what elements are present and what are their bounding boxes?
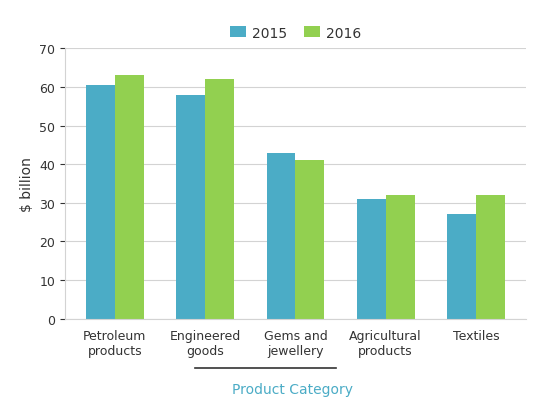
Bar xyxy=(447,215,476,319)
Bar xyxy=(476,196,505,319)
Bar xyxy=(86,86,115,319)
Y-axis label: $ billion: $ billion xyxy=(20,157,34,211)
Bar xyxy=(205,80,234,319)
Bar xyxy=(295,161,324,319)
Legend: 2015, 2016: 2015, 2016 xyxy=(224,21,367,46)
Text: Product Category: Product Category xyxy=(232,382,353,396)
Bar xyxy=(267,153,295,319)
Bar xyxy=(386,196,415,319)
Bar xyxy=(115,76,144,319)
Bar xyxy=(357,200,386,319)
Bar xyxy=(176,95,205,319)
